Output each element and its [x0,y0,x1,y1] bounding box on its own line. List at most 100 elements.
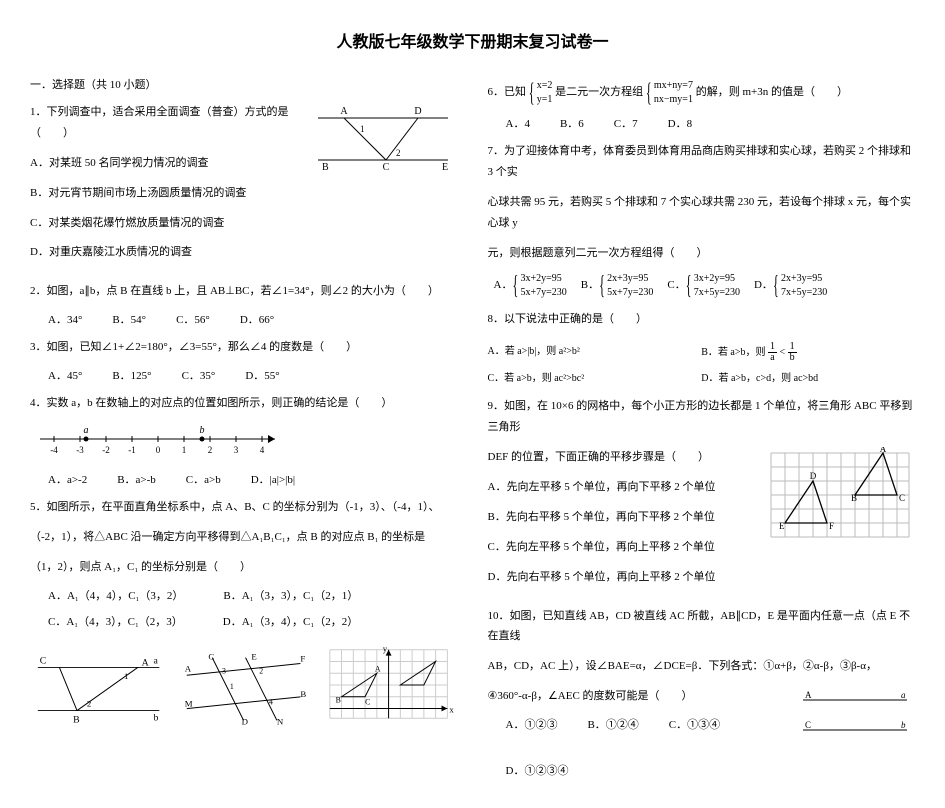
svg-text:-2: -2 [102,445,110,455]
r: 2x+3y=95 [781,272,827,286]
frac-1b: 1b [788,342,797,363]
q10-l1: 10．如图，已知直线 AB，CD 被直线 AC 所截，AB∥CD，E 是平面内任… [488,606,916,648]
q6-suffix: 的解，则 m+3n 的值是（ ） [696,86,848,98]
q9-c: C．先向左平移 5 个单位，再向上平移 2 个单位 [488,537,916,558]
bottom-figures: C a b A B 1 2 A F M B C E D N 3 1 2 4 [30,639,458,729]
q7-l3: 元，则根据题意列二元一次方程组得（ ） [488,243,916,264]
q5-options-row1: A．A₁（4，4），C₁（3，2） B．A₁（3，3），C₁（2，1） [48,587,458,603]
label-a: A [340,106,348,117]
lbl: B [336,695,341,704]
label-1: 1 [360,124,365,134]
lbl: a [901,690,906,700]
q2-stem: 2．如图，a∥b，点 B 在直线 b 上，且 AB⊥BC，若∠1=34°，则∠2… [30,281,458,302]
q6-mid: 是二元一次方程组 [555,86,643,98]
q8-a: A．若 a>|b|，则 a²>b² [488,342,702,363]
q7-c: C．3x+2y=957x+5y=230 [667,272,740,299]
q2-c: C．56° [176,311,210,327]
q4-c: C．a>b [186,471,221,487]
lbl: A [805,690,812,700]
q5-l3: （1，2），则点 A₁，C₁ 的坐标分别是（ ） [30,557,458,578]
left-column: 一．选择题（共 10 小题） A D B C E 1 2 1．下列调查中，适合采… [30,70,458,788]
lbl: A [880,447,887,454]
q5-c: C．A₁（4，3），C₁（2，3） [48,613,183,629]
r: 3x+2y=95 [520,272,566,286]
label-e: E [442,162,448,172]
lbl: B [851,493,857,503]
svg-text:3: 3 [234,445,239,455]
lbl: N [277,716,284,726]
q4-d: D．|a|>|b| [251,471,295,487]
lbl: D [810,471,817,481]
lbl: A [375,664,381,673]
svg-text:0: 0 [156,445,161,455]
q9-figure: A B C D E F [765,447,915,539]
lbl: M [185,698,193,708]
q5-l1: 5．如图所示，在平面直角坐标系中，点 A、B、C 的坐标分别为（-1，3）、（-… [30,497,458,518]
fig-q5: x y A B C [320,639,457,729]
q5-a: A．A₁（4，4），C₁（3，2） [48,587,183,603]
q4-stem: 4．实数 a，b 在数轴上的对应点的位置如图所示，则正确的结论是（ ） [30,393,458,414]
label-2: 2 [396,148,401,158]
q2-b: B．54° [112,311,146,327]
lbl: 1 [230,682,234,691]
q9-l1: 9．如图，在 10×6 的网格中，每个小正方形的边长都是 1 个单位，将三角形 … [488,396,916,438]
q3-c: C．35° [182,367,216,383]
label-b: B [322,162,329,172]
q10-a: A．①②③ [506,716,558,732]
page-title: 人教版七年级数学下册期末复习试卷一 [30,28,915,52]
lbl: C [899,493,905,503]
q10-b: B．①②④ [587,716,638,732]
r: 7x+5y=230 [781,286,827,300]
lbl: y [383,643,388,653]
lbl: F [301,653,306,663]
lbl: C [365,697,370,706]
svg-text:2: 2 [208,445,213,455]
q3-stem: 3．如图，已知∠1+∠2=180°，∠3=55°，那么∠4 的度数是（ ） [30,337,458,358]
t: B．若 a>b，则 [701,347,765,358]
q7-b: B．2x+3y=955x+7y=230 [581,272,654,299]
q3-d: D．55° [245,367,279,383]
q6-c: C．7 [614,115,638,131]
q1-c: C．对某类烟花爆竹燃放质量情况的调查 [30,213,458,234]
lbl: 2 [259,666,263,675]
q4-b: B．a>-b [117,471,156,487]
label-a-nl: a [84,425,89,436]
lbl: D [242,716,248,726]
label-b-nl: b [200,425,205,436]
lbl: E [252,651,257,661]
lbl: 1 [124,671,128,681]
q10-options: A．①②③ B．①②④ C．①③④ D．①②③④ [506,716,790,778]
r: y=1 [537,93,553,107]
lbl: a [153,655,158,666]
lbl: C [40,655,47,666]
q1-d: D．对重庆嘉陵江水质情况的调查 [30,242,458,263]
q2-a: A．34° [48,311,82,327]
q4-a: A．a>-2 [48,471,87,487]
fig-q3: A F M B C E D N 3 1 2 4 [175,649,312,729]
lbl: B [301,689,307,699]
q6-sys1: x=2 y=1 [529,79,553,106]
lbl: F [829,521,834,531]
q2-options: A．34° B．54° C．56° D．66° [48,311,458,327]
lbl: C [208,651,214,661]
q5-d: D．A₁（3，4），C₁（2，2） [223,613,358,629]
r: nx−my=1 [654,93,693,107]
q1-b: B．对元宵节期间市场上汤圆质量情况的调查 [30,183,458,204]
svg-text:-4: -4 [50,445,58,455]
q6-prefix: 6．已知 [488,86,527,98]
q3-options: A．45° B．125° C．35° D．55° [48,367,458,383]
q9-d: D．先向右平移 5 个单位，再向上平移 2 个单位 [488,567,916,588]
q3-b: B．125° [112,367,151,383]
number-line-figure: -4-3-2-101234 a b [30,423,458,461]
q6-options: A．4 B．6 C．7 D．8 [506,115,916,131]
lbl: 4 [269,697,273,706]
lbl: A [185,663,192,673]
q1-figure: A D B C E 1 2 [308,102,458,172]
q7-options: A．3x+2y=955x+7y=230 B．2x+3y=955x+7y=230 … [494,272,916,299]
lbl: 3 [222,666,226,675]
q6-d: D．8 [668,115,692,131]
svg-text:-3: -3 [76,445,84,455]
q10-l2: AB，CD，AC 上），设∠BAE=α，∠DCE=β．下列各式：①α+β，②α-… [488,656,916,677]
lbl: A [142,657,149,668]
r: 5x+7y=230 [520,286,566,300]
